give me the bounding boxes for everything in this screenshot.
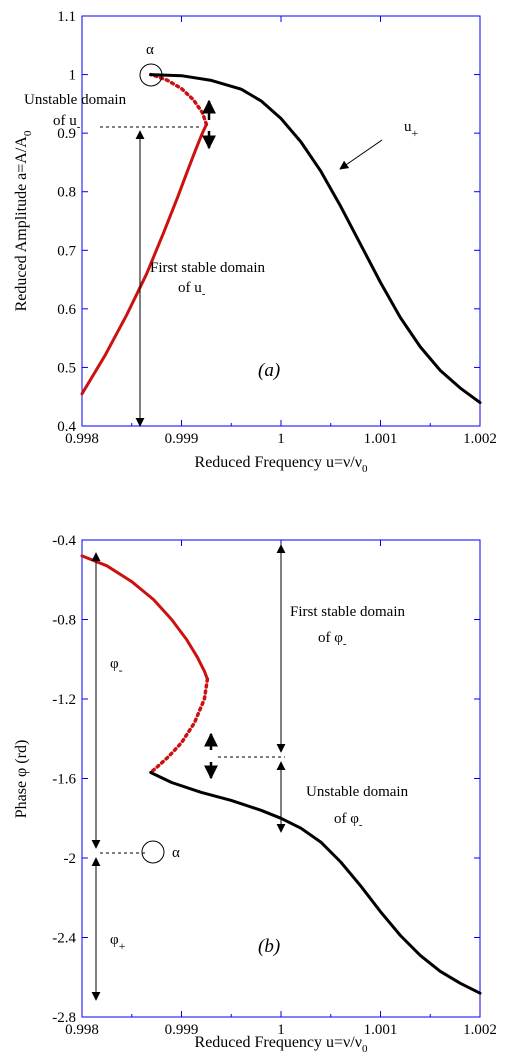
stable-domain-label-a: First stable domain — [150, 260, 265, 276]
panel-label-a: (a) — [258, 360, 280, 381]
y-tick-label: 0.8 — [57, 185, 76, 201]
u-plus-label: u+ — [404, 119, 419, 140]
stable-domain-label-b-2: of φ- — [318, 630, 347, 650]
panel-b: 0.998 0.999 1 1.001 1.002 -2.8 -2.4 -2 -1.6 -1.2… — [13, 533, 497, 1055]
unstable-domain-label-b-2: of φ- — [334, 811, 363, 831]
alpha-marker-circle-a — [139, 63, 163, 87]
curves-b — [80, 554, 482, 995]
stable-domain-label-a-2: of u- — [178, 280, 206, 300]
y-axis-label-a: Reduced Amplitude a=A/A0 — [13, 130, 34, 311]
series-line-u- — [149, 73, 482, 405]
panel-label-b: (b) — [258, 936, 280, 957]
x-axis-label-b: Reduced Frequency u=ν/ν0 — [195, 1034, 368, 1055]
y-tick-labels-a: 0.4 0.5 0.6 0.7 0.8 0.9 1 1.1 — [57, 9, 76, 435]
x-tick-label: 1 — [277, 1022, 285, 1038]
y-tick-label: -2.4 — [52, 931, 76, 947]
panel-a: 0.998 0.999 1 1.001 1.002 0.4 0.5 0.6 0.7 0.8 0.9… — [13, 9, 497, 475]
y-tick-label: -0.8 — [52, 613, 76, 629]
x-tick-labels-a: 0.998 0.999 1 1.001 1.002 — [65, 431, 497, 447]
series-line-- — [149, 771, 482, 995]
y-tick-label: 0.7 — [57, 243, 76, 259]
y-tick-labels-b: -2.8 -2.4 -2 -1.6 -1.2 -0.8 -0.4 — [52, 533, 76, 1026]
tick-marks-a — [81, 15, 481, 427]
x-tick-label: 0.998 — [65, 431, 99, 447]
series-line-- — [80, 554, 209, 681]
unstable-domain-label-b: Unstable domain — [306, 784, 409, 800]
stable-domain-label-b: First stable domain — [290, 604, 405, 620]
alpha-label-a: α — [146, 42, 154, 58]
unstable-domain-label-a: Unstable domain — [24, 92, 127, 108]
plot-frame-a — [81, 15, 481, 427]
x-tick-label: 1.001 — [364, 1022, 398, 1038]
x-tick-labels-b: 0.998 0.999 1 1.001 1.002 — [65, 1022, 497, 1038]
x-tick-label: 1 — [277, 431, 285, 447]
y-tick-label: 0.9 — [57, 126, 76, 142]
alpha-label-b: α — [172, 845, 180, 861]
x-tick-label: 1.001 — [364, 431, 398, 447]
u-plus-pointer-arrow — [339, 139, 383, 170]
x-tick-label: 1.002 — [463, 431, 497, 447]
curves-a — [80, 72, 482, 405]
x-tick-label: 0.999 — [165, 431, 199, 447]
x-tick-label: 0.999 — [165, 1022, 199, 1038]
alpha-marker-circle-b — [141, 840, 165, 864]
tick-marks-b — [81, 539, 481, 1018]
series-line-unstable — [148, 677, 210, 775]
phi-plus-label: φ+ — [110, 932, 126, 953]
y-tick-label: 1 — [69, 68, 77, 84]
x-axis-label-a: Reduced Frequency u=ν/ν0 — [195, 454, 368, 475]
phi-minus-label: φ- — [110, 656, 123, 677]
y-tick-label: -0.4 — [52, 533, 76, 549]
y-tick-label: -2 — [64, 851, 77, 867]
y-tick-label: 0.5 — [57, 360, 76, 376]
x-tick-label: 0.998 — [65, 1022, 99, 1038]
y-tick-label: -2.8 — [52, 1010, 76, 1026]
series-line-u- — [80, 122, 208, 396]
y-tick-label: -1.6 — [52, 772, 76, 788]
x-tick-label: 1.002 — [463, 1022, 497, 1038]
y-tick-label: 1.1 — [57, 9, 76, 25]
y-axis-label-b: Phase φ (rd) — [13, 740, 30, 819]
y-tick-label: 0.4 — [57, 419, 76, 435]
y-tick-label: 0.6 — [57, 302, 76, 318]
unstable-domain-label-a-2: of u- — [53, 113, 81, 133]
y-tick-label: -1.2 — [52, 692, 76, 708]
